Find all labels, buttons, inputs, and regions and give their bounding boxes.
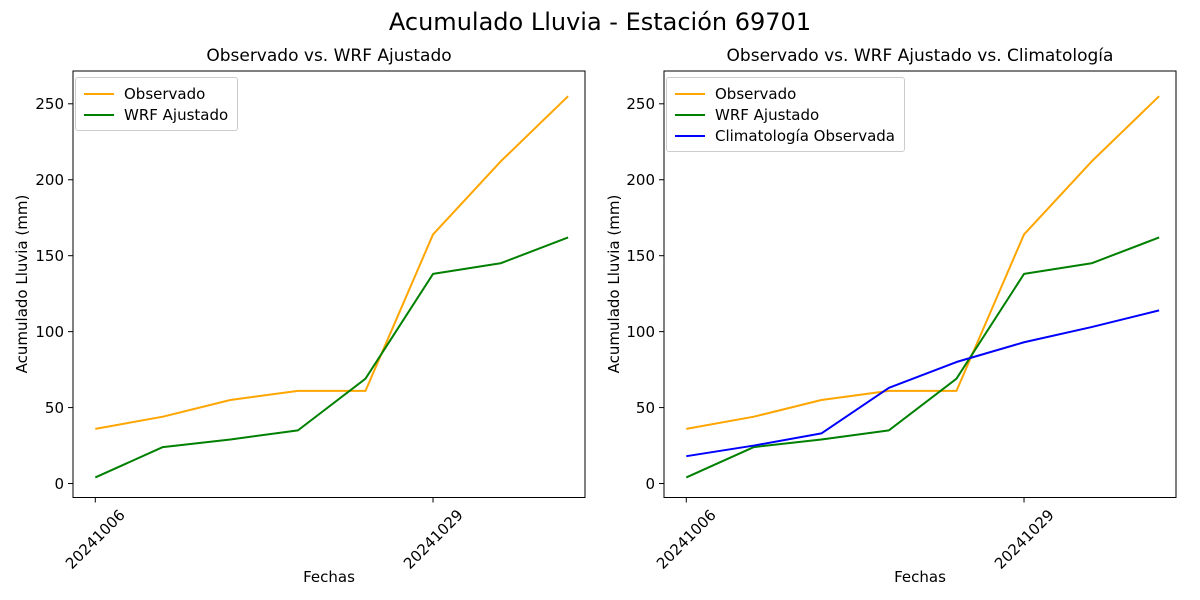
y-tick-label: 0 (54, 474, 64, 493)
legend-line-sample (675, 113, 705, 116)
legend: Observado WRF Ajustado Climatología Observ… (666, 77, 905, 152)
y-tick-label: 0 (645, 474, 655, 493)
y-axis-label: Acumulado Lluvia (mm) (605, 194, 623, 374)
subplot-title-1: Observado vs. WRF Ajustado vs. Climatolo… (726, 46, 1114, 66)
y-tick-label: 250 (626, 94, 655, 113)
y-tick-label: 100 (35, 322, 64, 341)
axes-spines-0 (72, 70, 586, 498)
legend-label: Observado (715, 84, 797, 103)
y-axis-label: Acumulado Lluvia (mm) (13, 194, 31, 374)
y-tick-label: 250 (35, 94, 64, 113)
line-wrf-ajustado (685, 236, 1160, 479)
line-wrf-ajustado (94, 236, 569, 479)
legend-row-wrf-ajustado: WRF Ajustado (84, 104, 228, 125)
line-observado (686, 95, 1160, 430)
y-tick-label: 150 (35, 246, 64, 265)
x-axis-label: Fechas (303, 568, 355, 586)
legend-row-observado: Observado (84, 83, 228, 104)
figure-title: Acumulado Lluvia - Estación 69701 (388, 8, 812, 36)
line-observado (95, 95, 569, 430)
legend-row-observado: Observado (675, 83, 895, 104)
legend-line-sample (84, 92, 114, 95)
y-tick-label: 200 (35, 170, 64, 189)
y-tick-label: 50 (44, 398, 64, 417)
legend-label: Observado (124, 84, 206, 103)
y-tick-label: 200 (626, 170, 655, 189)
legend-line-sample (84, 113, 114, 116)
x-axis-label: Fechas (894, 568, 946, 586)
legend-label: WRF Ajustado (715, 105, 820, 124)
legend-row-wrf-ajustado: WRF Ajustado (675, 104, 895, 125)
legend-label: WRF Ajustado (124, 105, 229, 124)
subplot-title-0: Observado vs. WRF Ajustado (206, 46, 452, 66)
line-climatologia-observada (686, 309, 1160, 458)
y-tick-label: 50 (635, 398, 655, 417)
legend-line-sample (675, 92, 705, 95)
axes-spines-1 (663, 70, 1177, 498)
y-tick-label: 150 (626, 246, 655, 265)
y-tick-label: 100 (626, 322, 655, 341)
legend-line-sample (675, 134, 705, 137)
legend-row-climatologia-observada: Climatología Observada (675, 125, 895, 146)
legend-label: Climatología Observada (715, 126, 895, 145)
legend: Observado WRF Ajustado (75, 77, 239, 131)
